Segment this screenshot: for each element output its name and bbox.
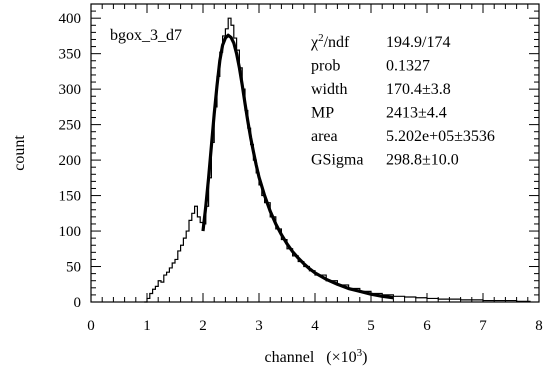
y-tick-label: 250 (59, 118, 82, 134)
stats-value: 298.8±10.0 (386, 152, 459, 169)
y-axis-title: count (11, 135, 28, 171)
y-tick-label: 0 (74, 295, 82, 311)
y-tick-label: 200 (59, 153, 82, 169)
stats-label: width (311, 81, 347, 98)
y-tick-label: 150 (59, 189, 82, 205)
x-axis-title: channel (×103) (265, 347, 368, 366)
stats-label: area (311, 128, 338, 145)
x-tick-label: 5 (367, 318, 375, 334)
x-axis-unit-exp: 3 (357, 347, 363, 359)
stats-label: χ2/ndf (310, 32, 350, 51)
x-axis-label: channel (265, 349, 315, 366)
stats-value: 5.202e+05±3536 (386, 128, 495, 145)
stats-value: 170.4±3.8 (386, 81, 451, 98)
x-tick-label: 8 (535, 318, 543, 334)
x-tick-label: 4 (311, 318, 319, 334)
x-tick-label: 3 (255, 318, 263, 334)
x-tick-label: 7 (479, 318, 487, 334)
series-layer (144, 17, 531, 303)
x-axis-unit-suffix: ) (362, 349, 367, 366)
x-tick-label: 1 (143, 318, 151, 334)
x-tick-label: 0 (87, 318, 95, 334)
stats-value: 2413±4.4 (386, 105, 447, 122)
y-tick-label: 350 (59, 47, 82, 63)
x-tick-label: 6 (423, 318, 431, 334)
histogram-title: bgox_3_d7 (110, 27, 182, 44)
stats-value: 0.1327 (386, 58, 430, 75)
stats-label: MP (311, 105, 334, 122)
stats-label: GSigma (311, 152, 363, 169)
fit-curve-series (201, 33, 394, 300)
y-tick-label: 300 (59, 82, 82, 98)
y-tick-labels: 0 50 100 150 200 250 300 350 400 (59, 11, 82, 311)
stats-value: 194.9/174 (386, 34, 450, 51)
histogram-series (144, 17, 531, 303)
y-tick-label: 50 (66, 260, 81, 276)
x-axis-unit-prefix: (×10 (326, 349, 356, 366)
stats-box: χ2/ndf 194.9/174 prob 0.1327 width 170.4±3.8 M… (310, 32, 495, 169)
axis-ticks (90, 3, 540, 303)
stats-label: prob (311, 58, 340, 75)
y-tick-label: 100 (59, 224, 82, 240)
x-tick-labels: 0 1 2 3 4 5 6 7 8 (87, 318, 543, 334)
y-tick-label: 400 (59, 11, 82, 27)
x-tick-label: 2 (199, 318, 207, 334)
